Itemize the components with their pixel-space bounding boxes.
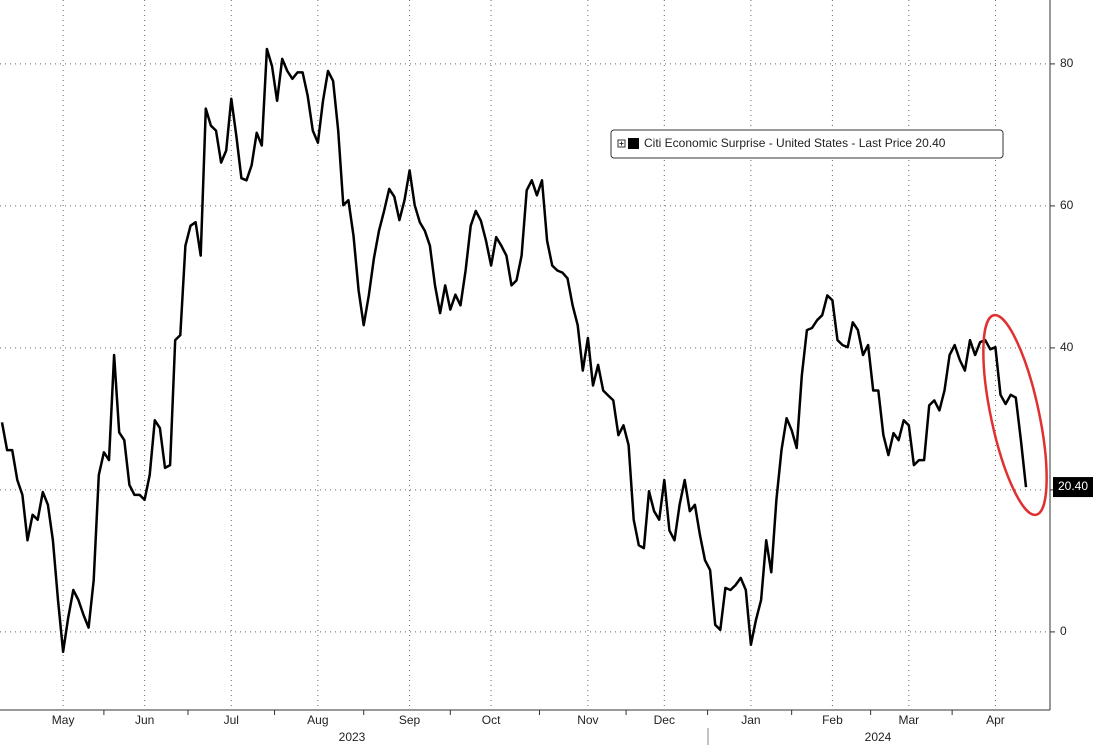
x-tick-label: Aug	[307, 713, 328, 727]
x-tick-label: Nov	[577, 713, 598, 727]
plot-area	[0, 47, 1028, 654]
x-tick-label: Oct	[482, 713, 501, 727]
x-tick-label: Dec	[654, 713, 675, 727]
legend: Citi Economic Surprise - United States -…	[610, 129, 1004, 159]
legend-label: Citi Economic Surprise - United States -…	[644, 136, 946, 150]
last-price-label: 20.40	[1058, 479, 1088, 493]
y-tick-label: 40	[1060, 340, 1074, 354]
x-tick-label: Mar	[898, 713, 919, 727]
x-tick-label: Feb	[822, 713, 843, 727]
last-price-box	[1053, 477, 1093, 498]
line-series	[0, 47, 1028, 654]
y-tick-label: 0	[1060, 624, 1067, 638]
legend-toggle[interactable]	[617, 139, 626, 148]
x-tick-label: Jan	[741, 713, 760, 727]
highlight-ellipse	[982, 313, 1048, 517]
year-label: 2024	[865, 730, 892, 744]
x-tick-label: May	[52, 713, 75, 727]
x-tick-label: Apr	[986, 713, 1005, 727]
x-tick-label: Jul	[224, 713, 239, 727]
legend-box	[610, 129, 1004, 159]
year-label: 2023	[339, 730, 366, 744]
x-tick-label: Jun	[135, 713, 154, 727]
y-tick-label: 60	[1060, 198, 1074, 212]
legend-swatch	[628, 138, 639, 149]
y-tick-label: 80	[1060, 56, 1074, 70]
x-tick-label: Sep	[399, 713, 421, 727]
